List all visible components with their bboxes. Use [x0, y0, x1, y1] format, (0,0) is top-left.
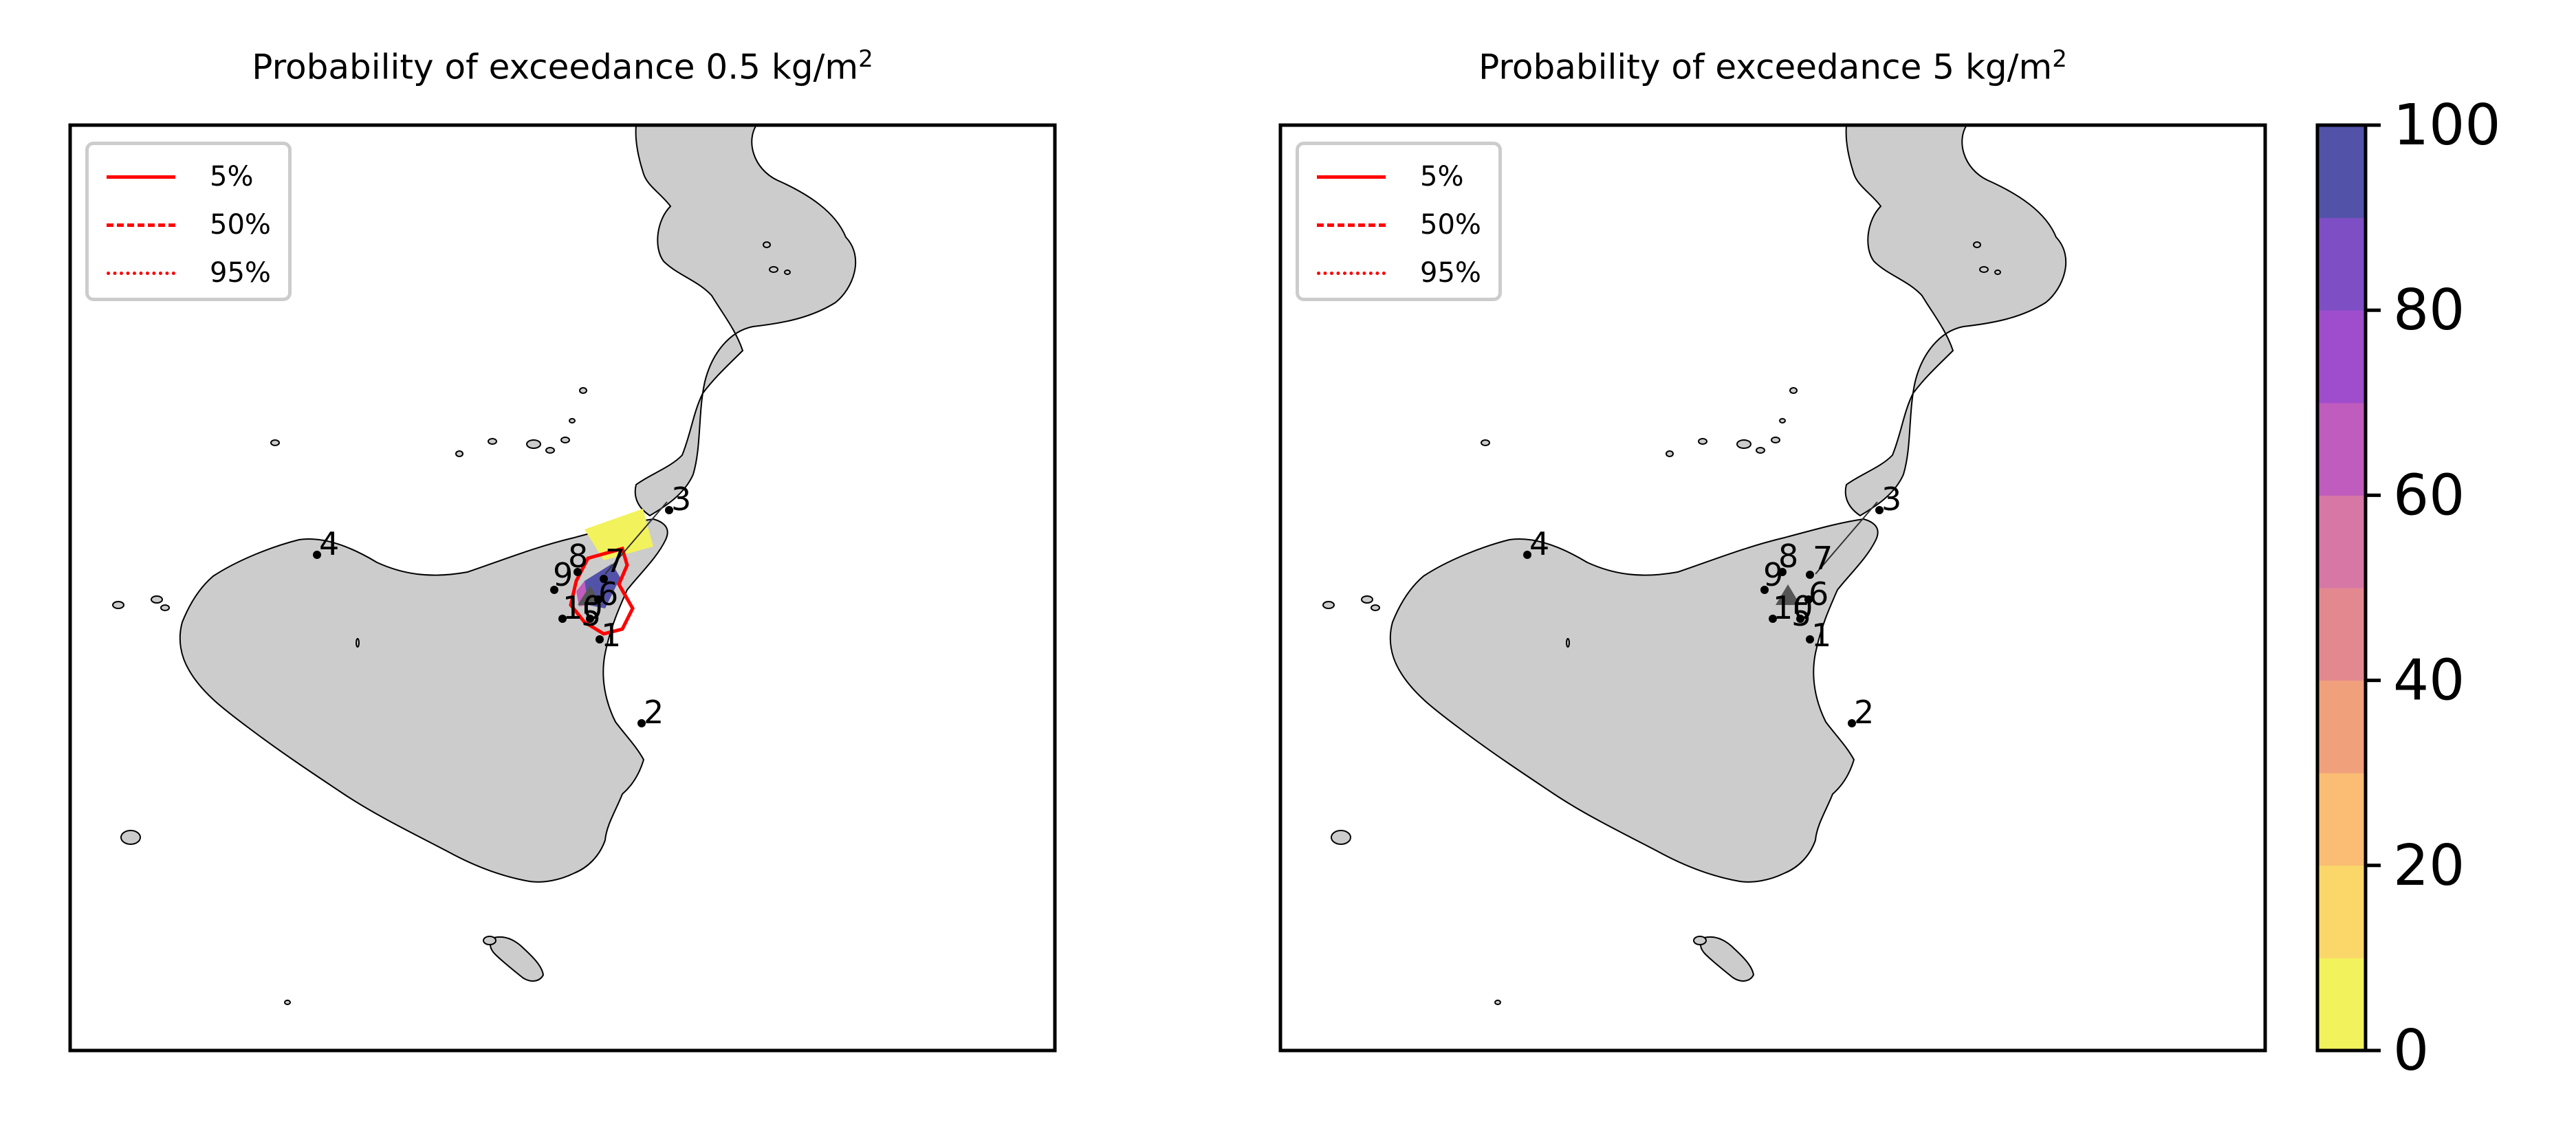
left-legend-label-50pct: 50%: [210, 209, 271, 241]
right-map-frame: [1278, 123, 2267, 1053]
right-station-label-9: 9: [1763, 556, 1783, 593]
right-stations: 1 2 3 4 5 6 7 8 9 10: [1523, 481, 1901, 731]
right-station-label-4: 4: [1529, 525, 1549, 562]
right-legend-line-dotted: [1317, 272, 1386, 275]
right-station-label-6: 6: [1809, 575, 1829, 613]
right-legend-label-5pct: 5%: [1420, 161, 1464, 192]
colorbar-segment: [2317, 217, 2366, 311]
colorbar-tick-label: 60: [2393, 463, 2465, 528]
left-legend-row-95pct: 95%: [107, 259, 285, 287]
left-station-label-2: 2: [644, 694, 664, 731]
left-legend-line-solid: [107, 175, 175, 179]
colorbar-tick-label: 40: [2393, 648, 2465, 714]
left-station-label-9: 9: [553, 556, 573, 593]
right-legend-line-solid: [1317, 175, 1386, 179]
left-station-label-3: 3: [671, 481, 691, 518]
colorbar-tick-label: 100: [2393, 93, 2501, 158]
right-legend-row-50pct: 50%: [1317, 211, 1496, 239]
left-legend-label-5pct: 5%: [210, 161, 254, 192]
right-legend-row-5pct: 5%: [1317, 163, 1496, 190]
colorbar-segment: [2317, 495, 2366, 588]
left-legend-line-dashed: [107, 223, 175, 227]
left-stations: 1 2 3 4 5 6 7 8 9 10: [313, 481, 691, 731]
colorbar-segment: [2317, 773, 2366, 866]
right-station-label-1: 1: [1811, 617, 1831, 654]
right-map-title: Probability of exceedance 5 kg/m2: [1280, 45, 2265, 87]
left-plume-line: [604, 501, 668, 575]
left-legend: 5% 50% 95%: [85, 142, 292, 301]
left-map-frame: [68, 123, 1057, 1053]
right-plume-line: [1815, 501, 1878, 575]
left-station-label-10: 10: [563, 589, 603, 626]
colorbar-segment: [2317, 680, 2366, 773]
left-station-label-1: 1: [601, 617, 621, 654]
left-map-title-sup: 2: [858, 45, 873, 73]
right-station-label-10: 10: [1773, 589, 1813, 626]
right-map-title-sup: 2: [2052, 45, 2067, 73]
right-station-label-8: 8: [1778, 538, 1798, 575]
colorbar-segment: [2317, 865, 2366, 958]
left-station-label-8: 8: [568, 538, 588, 575]
right-map-title-text: Probability of exceedance 5 kg/m: [1478, 47, 2053, 87]
colorbar-segment: [2317, 958, 2366, 1051]
left-station-label-4: 4: [319, 525, 339, 562]
colorbar-segment: [2317, 402, 2366, 496]
left-legend-row-5pct: 5%: [107, 163, 285, 190]
right-legend-label-95pct: 95%: [1420, 257, 1481, 289]
colorbar-segment: [2317, 310, 2366, 404]
right-legend-label-50pct: 50%: [1420, 209, 1481, 241]
right-legend: 5% 50% 95%: [1296, 142, 1502, 301]
colorbar-segment: [2317, 588, 2366, 681]
right-legend-row-95pct: 95%: [1317, 259, 1496, 287]
right-legend-line-dashed: [1317, 223, 1386, 227]
colorbar-tick-label: 80: [2393, 278, 2465, 343]
right-station-label-3: 3: [1881, 481, 1901, 518]
left-legend-row-50pct: 50%: [107, 211, 285, 239]
colorbar-tick-label: 0: [2393, 1018, 2429, 1084]
right-station-label-2: 2: [1854, 694, 1874, 731]
left-legend-label-95pct: 95%: [210, 257, 271, 289]
left-legend-line-dotted: [107, 272, 175, 275]
colorbar-segment: [2317, 125, 2366, 219]
left-map-title: Probability of exceedance 0.5 kg/m2: [70, 45, 1055, 87]
left-contour-5pct: [569, 546, 635, 636]
left-probability-patch-low: [585, 509, 653, 560]
colorbar: 0 20 40 60 80 100: [2315, 93, 2501, 1084]
colorbar-frame: [2315, 123, 2368, 1053]
left-map-title-text: Probability of exceedance 0.5 kg/m: [252, 47, 859, 87]
colorbar-tick-label: 20: [2393, 833, 2465, 899]
right-station-label-7: 7: [1813, 540, 1833, 577]
right-volcano-icon: [1776, 584, 1800, 605]
left-station-label-7: 7: [605, 542, 625, 580]
